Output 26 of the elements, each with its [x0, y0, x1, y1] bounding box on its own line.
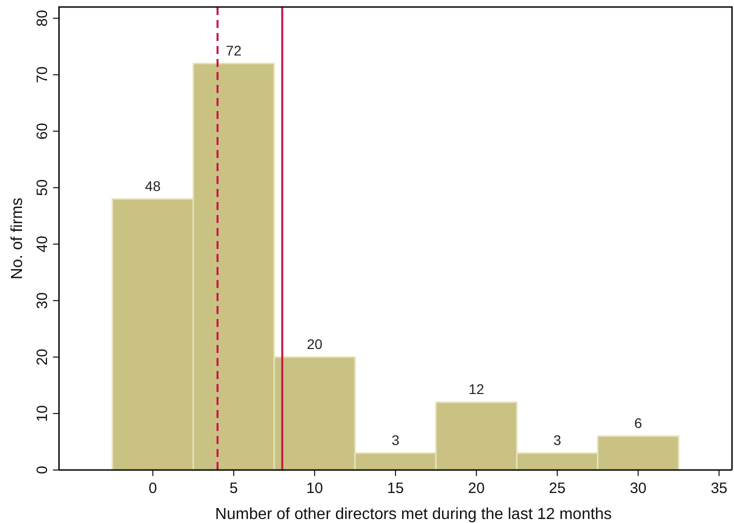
x-tick-label: 30	[630, 480, 647, 497]
data-label: 12	[468, 381, 484, 398]
y-tick-label: 40	[34, 236, 51, 252]
data-label: 72	[226, 42, 242, 58]
x-axis-title: Number of other directors met during the last 12 months	[215, 506, 612, 523]
y-tick-label: 60	[34, 122, 51, 140]
x-tick-label: 25	[548, 480, 566, 497]
x-tick-label: 0	[148, 480, 158, 497]
x-tick-label: 10	[306, 480, 323, 497]
y-tick-label: 30	[34, 292, 51, 309]
x-tick-label: 15	[387, 480, 404, 497]
data-label: 48	[145, 178, 161, 194]
y-tick-label: 80	[34, 10, 51, 27]
x-tick-label: 35	[710, 480, 728, 497]
data-label: 3	[392, 432, 400, 448]
y-tick-label: 50	[34, 179, 51, 196]
y-tick-label: 10	[34, 405, 51, 422]
y-tick-label: 0	[34, 466, 51, 474]
data-label: 3	[553, 432, 562, 448]
y-axis-title: No. of firms	[9, 198, 26, 280]
y-tick-label: 20	[34, 348, 51, 366]
data-label: 6	[634, 415, 642, 432]
data-label: 20	[306, 336, 323, 352]
y-tick-label: 70	[34, 66, 51, 84]
x-tick-label: 20	[468, 480, 485, 497]
x-tick-label: 5	[230, 480, 238, 497]
